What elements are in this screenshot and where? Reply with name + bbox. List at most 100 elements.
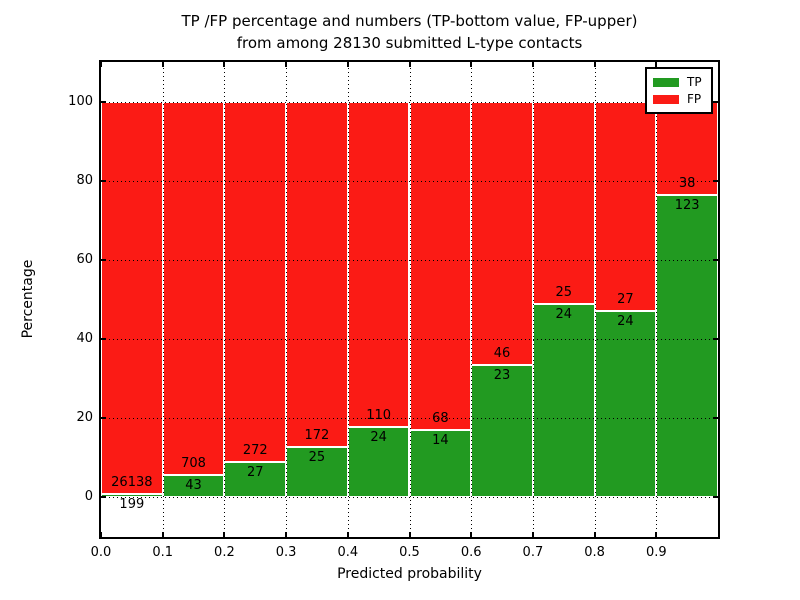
y-tick-mark: [101, 258, 106, 261]
fp-count-label: 68: [432, 410, 449, 426]
legend-label-fp: FP: [687, 92, 702, 106]
y-tick-label: 100: [68, 93, 93, 109]
x-tick-mark: [100, 62, 102, 67]
x-tick-label: 0.4: [337, 545, 359, 560]
v-gridline: [409, 62, 411, 537]
y-tick-label: 20: [76, 410, 93, 426]
v-gridline: [532, 62, 534, 537]
v-gridline: [224, 62, 226, 537]
y-tick-label: 40: [76, 331, 93, 347]
tp-color-swatch: [653, 78, 679, 87]
tp-count-label: 14: [432, 432, 449, 448]
x-tick-label: 0.3: [275, 545, 297, 560]
v-gridline: [286, 62, 288, 537]
fp-count-label: 708: [181, 455, 206, 471]
fp-count-label: 46: [493, 346, 511, 362]
tp-bar-segment: [594, 311, 657, 498]
y-tick-mark: [101, 179, 106, 182]
y-tick-mark: [713, 179, 718, 182]
x-tick-label: 0.2: [214, 545, 235, 560]
x-tick-mark: [531, 62, 534, 67]
fp-count-label: 38: [678, 176, 696, 191]
x-tick-label: 0.7: [522, 545, 544, 560]
x-tick-mark: [593, 532, 596, 537]
x-tick-mark: [161, 532, 164, 537]
x-tick-label: 0.0: [90, 545, 112, 560]
fp-count-label: 110: [366, 407, 392, 423]
fp-bar-segment: [532, 101, 595, 304]
tp-count-label: 43: [185, 477, 202, 493]
fp-bar-segment: [347, 101, 410, 427]
tp-count-label: 24: [617, 314, 634, 330]
legend-item-tp: TP: [653, 74, 705, 91]
x-tick-mark: [223, 532, 226, 537]
v-gridline: [656, 62, 658, 537]
tp-count-label: 123: [674, 198, 700, 213]
y-tick-mark: [713, 338, 718, 341]
x-tick-mark: [531, 532, 534, 537]
x-tick-label: 0.1: [152, 545, 174, 560]
y-tick-mark: [713, 496, 718, 499]
x-tick-mark: [161, 62, 164, 67]
x-tick-mark: [408, 62, 411, 67]
legend: TP FP: [645, 67, 713, 114]
y-tick-mark: [101, 338, 106, 341]
x-tick-mark: [346, 532, 349, 537]
y-tick-mark: [101, 417, 106, 420]
bar-labels-layer: 26138 199 708 43 272 27 172 25 110 24 68 14 46 23 25 24…: [101, 62, 718, 537]
fp-bar-segment: [162, 101, 225, 475]
legend-item-fp: FP: [653, 91, 705, 108]
x-tick-mark: [223, 62, 226, 67]
tp-bar-segment: [656, 195, 718, 498]
x-tick-label: 0.8: [584, 545, 605, 560]
fp-count-label: 272: [242, 442, 268, 458]
x-tick-mark: [593, 62, 596, 67]
x-tick-label: 0.5: [399, 545, 420, 560]
tp-bar-segment: [101, 494, 163, 498]
plot-area: 26138 199 708 43 272 27 172 25 110 24 68 14 46 23 25 24…: [99, 60, 720, 539]
y-tick-label: 60: [76, 251, 93, 267]
bars-layer: [101, 62, 718, 537]
x-tick-label: 0.6: [460, 545, 482, 560]
fp-color-swatch: [653, 95, 679, 104]
y-tick-label: 0: [84, 489, 93, 505]
x-tick-mark: [285, 532, 288, 537]
x-tick-mark: [346, 62, 349, 67]
x-tick-mark: [655, 532, 658, 537]
tp-bar-segment: [532, 303, 595, 498]
tp-count-label: 27: [246, 464, 264, 480]
tp-count-label: 25: [308, 450, 326, 466]
fp-count-label: 27: [617, 292, 634, 308]
chart-title-line2: from among 28130 submitted L-type contac…: [236, 34, 583, 52]
v-gridline: [594, 62, 596, 537]
x-tick-label: 0.9: [645, 545, 667, 560]
tp-count-label: 199: [119, 497, 145, 513]
v-gridline: [162, 62, 164, 537]
x-tick-mark: [100, 532, 102, 537]
tp-bar-segment: [409, 429, 472, 498]
x-tick-mark: [285, 62, 288, 67]
v-gridline: [471, 62, 473, 537]
tp-count-label: 24: [555, 306, 572, 322]
tp-count-label: 24: [370, 429, 387, 445]
x-tick-mark: [408, 532, 411, 537]
legend-label-tp: TP: [687, 75, 702, 89]
gridlines-layer: [101, 62, 718, 537]
x-axis-label: Predicted probability: [337, 566, 482, 582]
tp-count-label: 23: [493, 368, 511, 384]
chart-title-line1: TP /FP percentage and numbers (TP-bottom…: [181, 12, 638, 30]
x-tick-mark: [655, 62, 658, 67]
fp-count-label: 26138: [111, 475, 153, 491]
ticks-layer: [100, 62, 718, 537]
fp-bar-segment: [656, 101, 718, 195]
fp-bar-segment: [594, 101, 657, 312]
chart-title: TP /FP percentage and numbers (TP-bottom…: [99, 10, 720, 54]
fp-count-label: 25: [555, 284, 572, 300]
fp-count-label: 172: [304, 428, 330, 444]
y-tick-mark: [101, 496, 106, 499]
x-tick-mark: [470, 532, 473, 537]
y-tick-mark: [713, 100, 718, 103]
v-gridline: [347, 62, 349, 537]
y-tick-mark: [101, 100, 106, 103]
